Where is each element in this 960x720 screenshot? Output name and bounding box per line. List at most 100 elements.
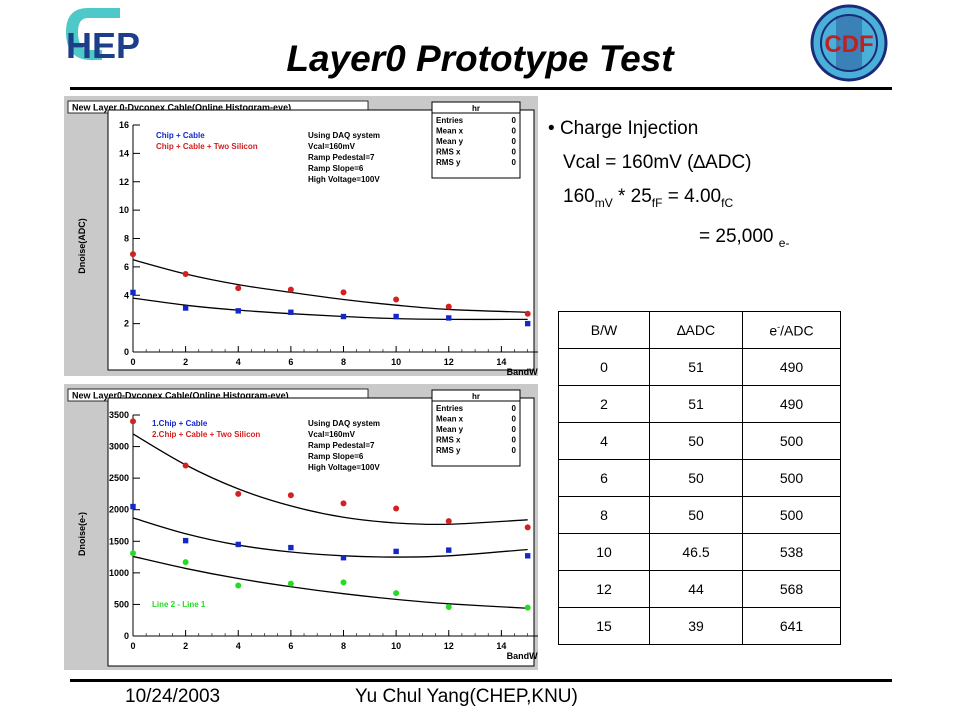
x-axis-label: BandWidth — [507, 367, 538, 376]
stats-value: 0 — [512, 404, 517, 413]
x-tick-label: 2 — [183, 357, 188, 367]
formula-part: * 25 — [612, 186, 652, 207]
data-point — [524, 310, 531, 317]
stats-label: RMS x — [436, 436, 461, 445]
stats-label: Entries — [436, 404, 464, 413]
table-cell: 2 — [558, 385, 650, 423]
y-axis-label: Dnoise(e-) — [77, 512, 87, 556]
stats-value: 0 — [512, 148, 517, 157]
x-tick-label: 6 — [288, 641, 293, 651]
histogram-panel-adc: New Layer 0-Dyconex Cable(Online Histogr… — [64, 96, 559, 377]
info-line: Ramp Slope=6 — [308, 452, 364, 461]
data-point — [130, 289, 136, 296]
y-tick-label: 3000 — [109, 442, 129, 452]
table-cell: 500 — [742, 496, 841, 534]
footer-date: 10/24/2003 — [125, 686, 221, 707]
data-point — [340, 500, 347, 507]
data-point — [182, 462, 189, 469]
data-point — [393, 590, 400, 597]
table-cell: 490 — [742, 348, 841, 386]
table-cell: 500 — [742, 422, 841, 460]
x-tick-label: 4 — [236, 357, 241, 367]
data-point — [130, 503, 136, 510]
data-point — [288, 544, 294, 551]
stats-value: 0 — [512, 425, 517, 434]
legend-entry: 2.Chip + Cable + Two Silicon — [152, 430, 260, 439]
table-cell: 6 — [558, 459, 650, 497]
table-row: 15 39 641 — [558, 607, 841, 645]
chart-annotation: Line 2 - Line 1 — [152, 600, 206, 609]
fit-curve — [132, 433, 528, 526]
fit-curve — [132, 555, 528, 609]
y-tick-label: 0 — [124, 631, 129, 641]
data-point — [235, 308, 241, 314]
table-header-cell: ∆ADC — [649, 311, 743, 349]
stats-value: 0 — [512, 127, 517, 136]
data-point — [393, 313, 399, 320]
data-point — [524, 320, 531, 327]
x-tick-label: 12 — [444, 357, 454, 367]
y-tick-label: 1000 — [109, 568, 129, 578]
formula-part: 160 — [563, 186, 595, 207]
formula-sub: fC — [721, 195, 734, 210]
data-point — [393, 548, 399, 555]
table-cell: 15 — [558, 607, 650, 645]
x-tick-label: 10 — [391, 641, 401, 651]
data-point — [287, 492, 294, 499]
table-cell: 10 — [558, 533, 650, 571]
data-point — [445, 303, 452, 310]
data-point — [235, 582, 242, 589]
hep-logo-text: HEP — [66, 25, 140, 66]
info-line: Ramp Pedestal=7 — [308, 441, 375, 450]
table-header-cell: e-/ADC — [742, 311, 841, 349]
info-line: High Voltage=100V — [308, 463, 380, 472]
stats-label: Mean y — [436, 425, 464, 434]
data-point — [235, 490, 242, 497]
y-tick-label: 3500 — [109, 410, 129, 420]
table-cell: 51 — [649, 348, 743, 386]
table-cell: 50 — [649, 459, 743, 497]
data-point — [340, 579, 347, 586]
note-bullet-text: Charge Injection — [559, 118, 699, 139]
y-tick-label: 500 — [114, 599, 129, 609]
table-cell: 46.5 — [649, 533, 743, 571]
table-cell: 39 — [649, 607, 743, 645]
data-point — [182, 305, 189, 311]
x-tick-label: 14 — [496, 357, 506, 367]
table-row: 6 50 500 — [558, 459, 841, 497]
table-header-row: B/W ∆ADC e-/ADC — [558, 311, 841, 349]
table-row: 10 46.5 538 — [558, 533, 841, 571]
info-line: Ramp Slope=6 — [308, 164, 364, 173]
y-tick-label: 0 — [124, 347, 129, 357]
stats-label: Mean x — [436, 127, 464, 136]
data-point — [130, 550, 136, 557]
adc-conversion-table: B/W ∆ADC e-/ADC 0 51 490 2 51 490 4 50 500 6 50 500 8 50… — [558, 311, 841, 645]
data-point — [235, 285, 242, 292]
info-line: Using DAQ system — [308, 131, 380, 140]
x-tick-label: 12 — [444, 641, 454, 651]
data-point — [287, 286, 294, 293]
legend-entry: Chip + Cable — [156, 131, 205, 140]
y-axis-label: Dnoise(ADC) — [77, 218, 87, 274]
hep-logo: HEP — [66, 8, 140, 66]
table-cell: 641 — [742, 607, 841, 645]
x-tick-label: 14 — [496, 641, 506, 651]
cdf-logo-text: CDF — [824, 31, 873, 58]
stats-label: RMS y — [436, 446, 461, 455]
info-line: High Voltage=100V — [308, 175, 380, 184]
data-point — [446, 547, 452, 553]
data-point — [340, 313, 347, 320]
x-tick-label: 8 — [341, 641, 346, 651]
table-cell: 8 — [558, 496, 650, 534]
slide-title: Layer0 Prototype Test — [286, 38, 674, 79]
x-tick-label: 4 — [236, 641, 241, 651]
bottom-divider — [70, 679, 892, 682]
note-electrons: = 25,000 e- — [548, 220, 789, 260]
formula-sub: mV — [594, 195, 613, 210]
legend-entry: Chip + Cable + Two Silicon — [156, 142, 258, 151]
legend-entry: 1.Chip + Cable — [152, 419, 208, 428]
stats-label: Mean x — [436, 415, 464, 424]
charge-injection-notes: • Charge Injection Vcal = 160mV (∆ADC) 1… — [548, 112, 789, 260]
table-cell: 50 — [649, 422, 743, 460]
table-cell: 538 — [742, 533, 841, 571]
